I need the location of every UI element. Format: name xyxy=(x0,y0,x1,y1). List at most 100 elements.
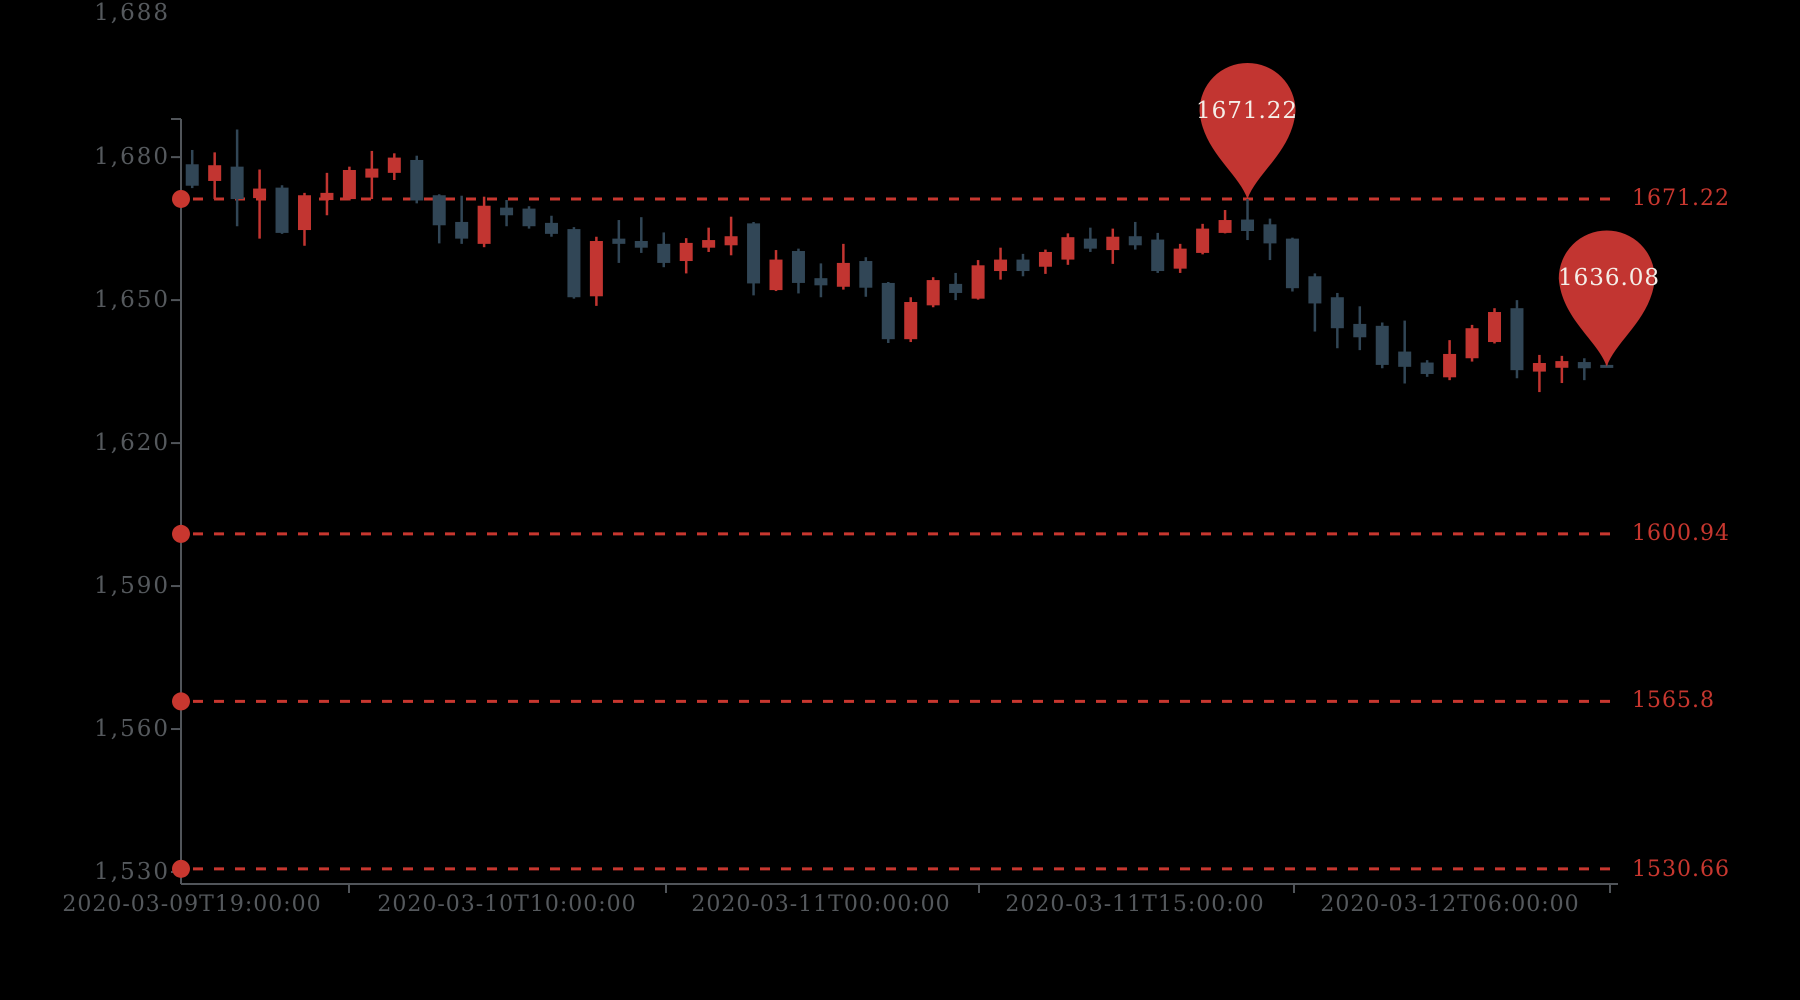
candle xyxy=(1555,355,1569,384)
candle-body xyxy=(275,187,289,233)
candle xyxy=(1083,227,1097,252)
markline-dot xyxy=(172,524,190,543)
candle xyxy=(1443,340,1457,381)
candle xyxy=(1016,253,1030,277)
y-axis-label: 1,590 xyxy=(94,573,170,599)
candle-body xyxy=(971,265,985,299)
candle-body xyxy=(1353,323,1367,338)
candle-body xyxy=(1173,248,1187,269)
candle-body xyxy=(1330,297,1344,329)
candle-body xyxy=(185,164,199,186)
candle xyxy=(1375,322,1389,369)
markline-label: 1600.94 xyxy=(1632,521,1730,546)
candle-body xyxy=(1465,328,1479,359)
candle-body xyxy=(589,241,603,297)
markpoint-max-label: 1671.22 xyxy=(1195,98,1299,124)
y-axis-label: 1,650 xyxy=(94,287,170,313)
candle-body xyxy=(859,261,873,288)
candle-body xyxy=(1106,236,1120,251)
candle xyxy=(1330,292,1344,349)
candle xyxy=(342,166,356,201)
x-axis-label: 2020-03-11T00:00:00 xyxy=(691,892,951,917)
markline xyxy=(172,859,1618,878)
candle-body xyxy=(320,192,334,201)
candle xyxy=(1398,320,1412,384)
candle-body xyxy=(769,259,783,291)
candle xyxy=(791,248,805,294)
candle xyxy=(432,194,446,244)
y-axis-label: 1,560 xyxy=(94,716,170,742)
candle-body xyxy=(1241,219,1255,231)
candle-body xyxy=(432,195,446,226)
candle xyxy=(1106,228,1120,264)
candle xyxy=(971,260,985,300)
markline-label: 1671.22 xyxy=(1632,186,1730,211)
candle-body xyxy=(410,159,424,201)
candle xyxy=(1510,300,1524,379)
candle xyxy=(1151,232,1165,273)
candle xyxy=(1465,324,1479,362)
candle-body xyxy=(881,282,895,340)
candle xyxy=(1218,210,1232,234)
candle xyxy=(702,227,716,252)
candle xyxy=(1285,237,1299,292)
candle xyxy=(904,297,918,343)
candle xyxy=(994,247,1008,280)
candle xyxy=(410,155,424,204)
markline-label: 1530.66 xyxy=(1632,857,1730,882)
candle xyxy=(1038,249,1052,274)
candle-body xyxy=(1128,236,1142,246)
candle xyxy=(320,172,334,216)
candle-body xyxy=(1083,238,1097,249)
candle-body xyxy=(567,229,581,298)
candle-body xyxy=(1375,325,1389,365)
candle-body xyxy=(387,157,401,173)
candle xyxy=(881,281,895,343)
candle-body xyxy=(455,221,469,239)
candle xyxy=(949,272,963,301)
markpoint-max-pin xyxy=(1199,62,1296,199)
x-axis-label: 2020-03-10T10:00:00 xyxy=(377,892,637,917)
candle-body xyxy=(253,188,267,199)
candle-body xyxy=(1398,351,1412,367)
candle xyxy=(1241,198,1255,241)
candle xyxy=(747,221,761,296)
candle-body xyxy=(679,242,693,262)
candle xyxy=(1061,233,1075,265)
candle xyxy=(522,206,536,229)
candle xyxy=(1128,221,1142,250)
candle-body xyxy=(791,251,805,283)
candle xyxy=(814,263,828,298)
candle-body xyxy=(634,241,648,248)
candle-body xyxy=(1420,362,1434,374)
markline-dot xyxy=(172,189,190,208)
candle-body xyxy=(1151,239,1165,272)
candle xyxy=(657,232,671,268)
y-axis-label: 1,530 xyxy=(94,859,170,885)
candle xyxy=(1353,306,1367,351)
candle xyxy=(500,200,514,227)
candle-body xyxy=(1532,363,1546,372)
candle xyxy=(859,257,873,297)
candle-body xyxy=(365,168,379,178)
candle-body xyxy=(1488,312,1502,343)
candle xyxy=(567,227,581,299)
markpoint-last-label: 1636.08 xyxy=(1557,265,1661,291)
candle-body xyxy=(1196,228,1210,253)
candle-body xyxy=(1016,259,1030,272)
candle xyxy=(1577,358,1591,381)
candle xyxy=(275,185,289,234)
candle-body xyxy=(1443,353,1457,378)
candle xyxy=(1488,308,1502,344)
markpoint-last-pin xyxy=(1558,230,1655,367)
x-axis-label: 2020-03-12T06:00:00 xyxy=(1320,892,1580,917)
candle-body xyxy=(994,259,1008,272)
candle-body xyxy=(1038,251,1052,267)
y-axis-label: 1,620 xyxy=(94,430,170,456)
candle-body xyxy=(1510,308,1524,371)
candle-body xyxy=(702,240,716,248)
candle-body xyxy=(836,262,850,287)
candle xyxy=(769,250,783,292)
candle-body xyxy=(904,302,918,340)
